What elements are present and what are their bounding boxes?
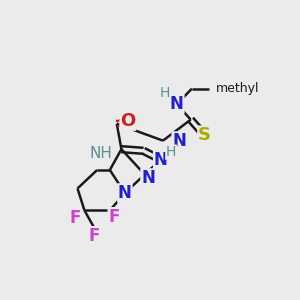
Text: NH: NH [89,146,112,161]
Text: H: H [160,86,170,100]
Text: H: H [166,145,176,159]
Text: F: F [88,227,99,245]
Text: N: N [172,132,186,150]
Text: S: S [198,126,211,144]
Text: N: N [141,169,155,187]
Text: methyl: methyl [216,82,260,95]
Text: F: F [69,209,80,227]
Text: N: N [154,151,168,169]
Text: N: N [170,95,184,113]
Text: N: N [118,184,132,202]
Text: O: O [120,112,136,130]
Text: F: F [108,208,120,226]
